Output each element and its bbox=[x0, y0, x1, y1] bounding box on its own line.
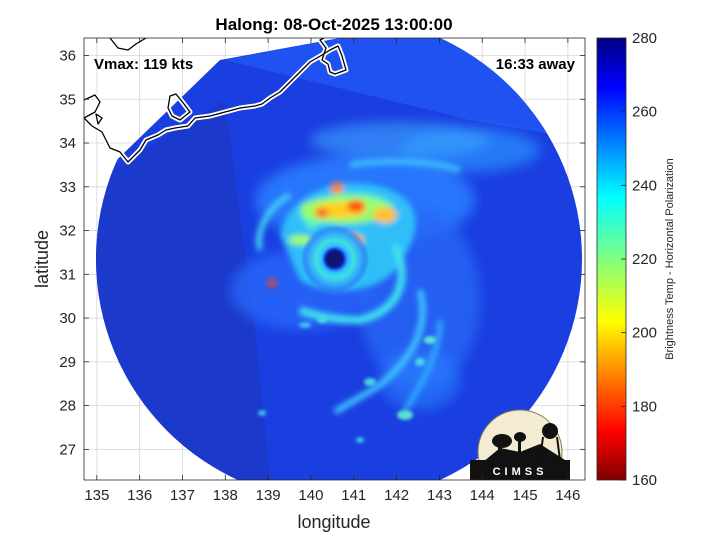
colorbar-ticks: 160 180 200 220 240 260 280 bbox=[621, 30, 657, 489]
colorbar-tick-label: 220 bbox=[632, 251, 657, 268]
vmax-annotation: Vmax: 119 kts bbox=[94, 56, 193, 73]
colorbar-tick-label: 260 bbox=[632, 104, 657, 121]
cimss-logo: CIMSS bbox=[470, 409, 570, 480]
colorbar-tick-label: 180 bbox=[632, 398, 657, 415]
y-tick-label: 30 bbox=[59, 310, 76, 327]
x-ticks: 135 136 137 138 139 140 141 142 143 144 145 146 bbox=[84, 38, 580, 504]
x-tick-label: 140 bbox=[298, 487, 323, 504]
y-tick-label: 35 bbox=[59, 91, 76, 108]
x-tick-label: 139 bbox=[256, 487, 281, 504]
x-tick-label: 138 bbox=[213, 487, 238, 504]
x-tick-label: 143 bbox=[427, 487, 452, 504]
y-tick-label: 29 bbox=[59, 354, 76, 371]
colorbar-tick-label: 280 bbox=[632, 30, 657, 47]
y-tick-label: 32 bbox=[59, 223, 76, 240]
x-tick-label: 137 bbox=[170, 487, 195, 504]
y-tick-label: 36 bbox=[59, 48, 76, 65]
y-tick-label: 33 bbox=[59, 179, 76, 196]
microwave-swath bbox=[96, 38, 582, 480]
y-tick-label: 34 bbox=[59, 135, 76, 152]
time-away-annotation: 16:33 away bbox=[496, 56, 576, 73]
colorbar-tick-label: 160 bbox=[632, 472, 657, 489]
x-tick-label: 136 bbox=[127, 487, 152, 504]
x-tick-label: 144 bbox=[470, 487, 495, 504]
x-tick-label: 142 bbox=[384, 487, 409, 504]
colorbar-tick-label: 240 bbox=[632, 177, 657, 194]
y-axis-label: latitude bbox=[32, 230, 52, 288]
x-tick-label: 135 bbox=[84, 487, 109, 504]
x-tick-label: 145 bbox=[513, 487, 538, 504]
y-ticks: 27 28 29 30 31 32 33 34 35 36 bbox=[59, 48, 585, 458]
y-tick-label: 31 bbox=[59, 266, 76, 283]
axes-box bbox=[83, 37, 586, 481]
x-axis-label: longitude bbox=[297, 512, 370, 532]
y-tick-label: 27 bbox=[59, 441, 76, 458]
x-tick-label: 146 bbox=[555, 487, 580, 504]
colorbar-tick-label: 200 bbox=[632, 325, 657, 342]
colorbar-label: Brightness Temp - Horizontal Polarizatio… bbox=[664, 158, 676, 360]
y-tick-label: 28 bbox=[59, 398, 76, 415]
chart-title: Halong: 08-Oct-2025 13:00:00 bbox=[215, 15, 452, 34]
logo-text: CIMSS bbox=[493, 466, 548, 478]
coastline bbox=[84, 38, 349, 165]
x-tick-label: 141 bbox=[341, 487, 366, 504]
